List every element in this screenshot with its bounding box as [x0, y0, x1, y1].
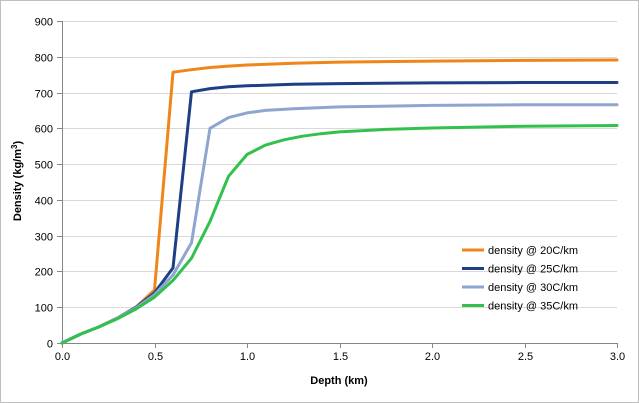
y-tick-label: 400: [35, 196, 53, 208]
x-tick-label: 3.0: [610, 351, 625, 363]
y-axis-title-close: ): [12, 141, 24, 145]
x-tick-label: 0.0: [55, 351, 70, 363]
y-axis-title-main: Density (kg/m: [12, 149, 24, 221]
y-tick-label: 800: [35, 53, 53, 65]
y-axis-title-sup: 3: [10, 144, 19, 149]
x-tick-label: 1.5: [333, 351, 348, 363]
legend-label-1: density @ 20C/km: [488, 245, 578, 257]
legend-label-3: density @ 30C/km: [488, 282, 578, 294]
legend: density @ 20C/km density @ 25C/km density …: [462, 245, 578, 313]
y-tick-label: 900: [35, 17, 53, 29]
y-tick-labels: 0 100 200 300 400 500 600 700 800 900: [35, 17, 53, 351]
y-tick-label: 500: [35, 160, 53, 172]
y-tick-label: 600: [35, 124, 53, 136]
x-axis-title: Depth (km): [310, 375, 368, 387]
y-tick-label: 0: [47, 339, 53, 351]
y-tick-label: 300: [35, 232, 53, 244]
x-tick-label: 2.5: [518, 351, 533, 363]
y-tick-label: 100: [35, 303, 53, 315]
y-tick-label: 700: [35, 89, 53, 101]
series-lines: [60, 58, 619, 345]
y-tick-label: 200: [35, 267, 53, 279]
grid-lines: [57, 21, 618, 348]
legend-label-4: density @ 35C/km: [488, 301, 578, 313]
legend-label-2: density @ 25C/km: [488, 264, 578, 276]
axes: [62, 21, 617, 344]
x-tick-labels: 0.0 0.5 1.0 1.5 2.0 2.5 3.0: [55, 351, 625, 363]
series-line-4: [60, 124, 619, 345]
y-axis-title: Density (kg/m3): [10, 141, 24, 222]
x-tick-label: 2.0: [425, 351, 440, 363]
x-tick-label: 1.0: [240, 351, 255, 363]
x-tick-label: 0.5: [148, 351, 163, 363]
